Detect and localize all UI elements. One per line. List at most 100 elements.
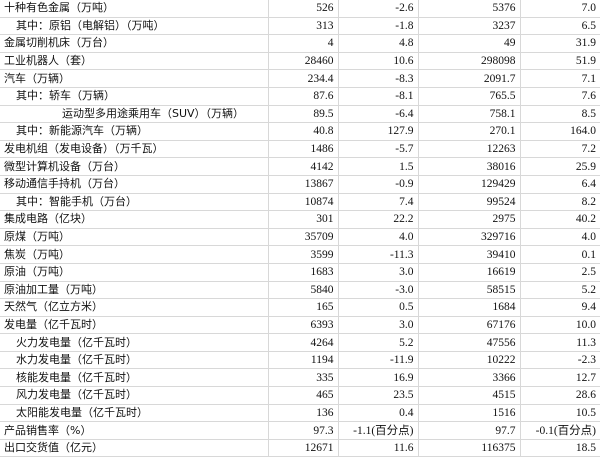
cell-value: 234.4: [267, 69, 338, 88]
cell-value: 8.2: [519, 193, 600, 212]
row-label: 产品销售率（%）: [0, 421, 268, 440]
row-label: 汽车（万辆）: [0, 69, 268, 88]
cell-value: 12.7: [519, 368, 600, 388]
cell-value: 40.2: [519, 210, 600, 229]
table-row: 原煤（万吨） 35709 4.0 329716 4.0: [0, 228, 600, 247]
row-label: 金属切削机床（万台）: [0, 34, 268, 53]
cell-value: 87.6: [267, 87, 338, 106]
cell-value: 0.5: [337, 298, 418, 317]
table-row: 移动通信手持机（万台） 13867 -0.9 129429 6.4: [0, 175, 600, 194]
cell-value: 1486: [267, 140, 338, 159]
cell-value: 11.3: [519, 333, 600, 352]
cell-value: 7.1: [519, 69, 600, 88]
table-row: 太阳能发电量（亿千瓦时） 136 0.4 1516 10.5: [0, 404, 600, 423]
table-row: 其中：智能手机（万台） 10874 7.4 99524 8.2: [0, 193, 600, 212]
cell-value: 1684: [417, 298, 520, 317]
row-label: 其中：智能手机（万台）: [0, 193, 268, 212]
table-row: 汽车（万辆） 234.4 -8.3 2091.7 7.1: [0, 69, 600, 88]
row-label: 发电机组（发电设备）（万千瓦）: [0, 140, 268, 159]
cell-value: 5376: [417, 0, 520, 18]
cell-value: -0.9: [337, 175, 418, 194]
row-label: 集成电路（亿块）: [0, 210, 268, 229]
cell-value: 127.9: [337, 122, 418, 141]
cell-value: 8.5: [519, 105, 600, 124]
cell-value: 5.2: [337, 333, 418, 352]
row-label: 风力发电量（亿千瓦时）: [0, 386, 268, 405]
table-row: 工业机器人（套） 28460 10.6 298098 51.9: [0, 52, 600, 71]
cell-value: 3.0: [337, 263, 418, 282]
cell-value: 12671: [267, 439, 338, 458]
cell-value: 6.4: [519, 175, 600, 194]
cell-value: 18.5: [519, 439, 600, 458]
cell-value: 49: [417, 34, 520, 53]
cell-value: 22.2: [337, 210, 418, 229]
cell-value: 99524: [417, 193, 520, 212]
row-label: 其中：轿车（万辆）: [0, 87, 268, 106]
cell-value: 7.2: [519, 140, 600, 159]
cell-value: 313: [267, 17, 338, 36]
cell-value: 4.0: [519, 228, 600, 247]
cell-value: 0.4: [337, 404, 418, 423]
cell-value: 5.2: [519, 281, 600, 300]
cell-value: 4.8: [337, 34, 418, 53]
cell-value: 67176: [417, 316, 520, 335]
table-row: 发电量（亿千瓦时） 6393 3.0 67176 10.0: [0, 316, 600, 335]
cell-value: 1683: [267, 263, 338, 282]
table-row: 十种有色金属（万吨） 526 -2.6 5376 7.0: [0, 0, 600, 18]
cell-value: -8.1: [337, 87, 418, 106]
row-label: 原油（万吨）: [0, 263, 268, 282]
cell-value: 298098: [417, 52, 520, 71]
row-label: 工业机器人（套）: [0, 52, 268, 71]
cell-value: 16.9: [337, 368, 418, 388]
cell-value: 10.5: [519, 404, 600, 423]
table-row: 原油加工量（万吨） 5840 -3.0 58515 5.2: [0, 281, 600, 300]
cell-value: -3.0: [337, 281, 418, 300]
cell-value: 2.5: [519, 263, 600, 282]
cell-value: 39410: [417, 245, 520, 264]
cell-value: 28.6: [519, 386, 600, 405]
cell-value: 3599: [267, 245, 338, 264]
cell-value: -0.1(百分点): [519, 421, 600, 440]
row-label: 移动通信手持机（万台）: [0, 175, 268, 194]
cell-value: 38016: [417, 157, 520, 176]
cell-value: 1.5: [337, 157, 418, 176]
row-label: 十种有色金属（万吨）: [0, 0, 268, 18]
table-row: 产品销售率（%） 97.3 -1.1(百分点) 97.7 -0.1(百分点): [0, 421, 600, 440]
cell-value: 4515: [417, 386, 520, 405]
row-label: 其中：新能源汽车（万辆）: [0, 122, 268, 141]
cell-value: 7.6: [519, 87, 600, 106]
cell-value: 5840: [267, 281, 338, 300]
cell-value: -8.3: [337, 69, 418, 88]
cell-value: 10.6: [337, 52, 418, 71]
table-row: 风力发电量（亿千瓦时） 465 23.5 4515 28.6: [0, 386, 600, 405]
cell-value: 4.0: [337, 228, 418, 247]
cell-value: 4264: [267, 333, 338, 352]
cell-value: 1516: [417, 404, 520, 423]
cell-value: 13867: [267, 175, 338, 194]
cell-value: 35709: [267, 228, 338, 247]
row-label: 微型计算机设备（万台）: [0, 157, 268, 176]
table-row: 核能发电量（亿千瓦时） 335 16.9 3366 12.7: [0, 368, 600, 388]
row-label: 焦炭（万吨）: [0, 245, 268, 264]
cell-value: 11.6: [337, 439, 418, 458]
cell-value: 89.5: [267, 105, 338, 124]
cell-value: 31.9: [519, 34, 600, 53]
cell-value: 526: [267, 0, 338, 18]
cell-value: -5.7: [337, 140, 418, 159]
cell-value: 270.1: [417, 122, 520, 141]
row-label: 天然气（亿立方米）: [0, 298, 268, 317]
cell-value: -11.3: [337, 245, 418, 264]
cell-value: 1194: [267, 351, 338, 370]
cell-value: 329716: [417, 228, 520, 247]
cell-value: 165: [267, 298, 338, 317]
cell-value: 335: [267, 368, 338, 388]
table-row: 其中：轿车（万辆） 87.6 -8.1 765.5 7.6: [0, 87, 600, 106]
cell-value: -2.3: [519, 351, 600, 370]
cell-value: 97.3: [267, 421, 338, 440]
cell-value: 129429: [417, 175, 520, 194]
table-row: 运动型多用途乘用车（SUV）（万辆） 89.5 -6.4 758.1 8.5: [0, 105, 600, 124]
cell-value: 3.0: [337, 316, 418, 335]
